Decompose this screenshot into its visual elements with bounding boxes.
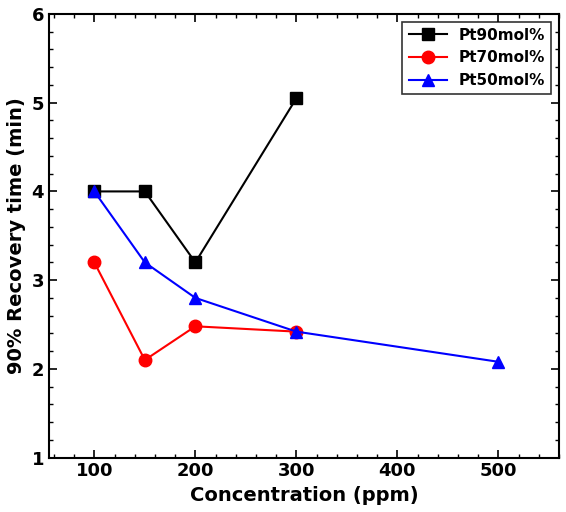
Pt50mol%	[192, 295, 199, 301]
Pt70mol%	[91, 260, 98, 266]
Legend: Pt90mol%, Pt70mol%, Pt50mol%: Pt90mol%, Pt70mol%, Pt50mol%	[402, 22, 551, 94]
Line: Pt90mol%: Pt90mol%	[88, 92, 303, 269]
Pt50mol%	[142, 260, 148, 266]
Pt70mol%	[192, 323, 199, 329]
Pt70mol%	[142, 357, 148, 363]
Pt90mol%	[293, 95, 300, 101]
Pt50mol%	[495, 359, 502, 365]
Pt90mol%	[91, 188, 98, 195]
Line: Pt50mol%: Pt50mol%	[88, 185, 505, 368]
Line: Pt70mol%: Pt70mol%	[88, 256, 303, 366]
Pt70mol%	[293, 329, 300, 335]
Y-axis label: 90% Recovery time (min): 90% Recovery time (min)	[7, 97, 26, 374]
Pt90mol%	[142, 188, 148, 195]
X-axis label: Concentration (ppm): Concentration (ppm)	[190, 486, 418, 505]
Pt90mol%	[192, 260, 199, 266]
Pt50mol%	[293, 329, 300, 335]
Pt50mol%	[91, 188, 98, 195]
